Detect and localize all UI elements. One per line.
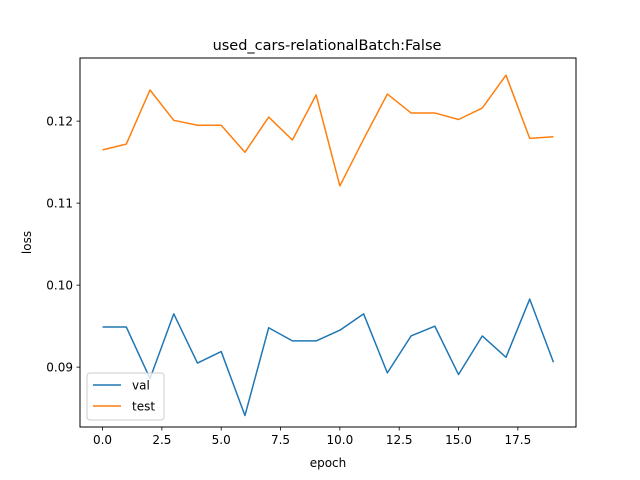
x-tick-label: 15.0 — [445, 433, 472, 447]
x-tick-label: 0.0 — [93, 433, 112, 447]
x-tick-label: 2.5 — [152, 433, 171, 447]
chart-title: used_cars-relationalBatch:False — [213, 38, 442, 54]
x-tick-label: 5.0 — [212, 433, 231, 447]
y-tick-label: 0.11 — [46, 197, 73, 211]
x-tick-label: 7.5 — [271, 433, 290, 447]
y-tick-label: 0.09 — [46, 361, 73, 375]
x-tick-label: 12.5 — [386, 433, 413, 447]
y-tick-label: 0.12 — [46, 115, 73, 129]
plot-frame — [79, 57, 577, 428]
legend-label-test: test — [132, 400, 155, 414]
x-axis-label: epoch — [310, 456, 347, 470]
y-axis-label: loss — [20, 231, 34, 254]
y-axis: 0.09 0.10 0.11 0.12 — [46, 115, 80, 375]
y-tick-label: 0.10 — [46, 279, 73, 293]
series-line-test — [102, 74, 554, 187]
legend: val test — [86, 372, 165, 421]
series-line-val — [102, 298, 555, 417]
x-axis: 0.0 2.5 5.0 7.5 10.0 12.5 15.0 17.5 — [93, 427, 531, 447]
x-tick-label: 10.0 — [327, 433, 354, 447]
plot-area — [102, 74, 555, 417]
legend-label-val: val — [132, 379, 150, 393]
x-tick-label: 17.5 — [504, 433, 531, 447]
